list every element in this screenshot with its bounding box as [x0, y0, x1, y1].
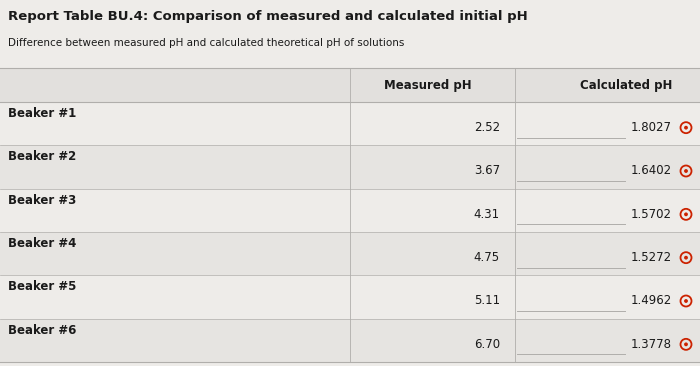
Text: 2.52: 2.52 [474, 121, 500, 134]
FancyBboxPatch shape [0, 319, 700, 362]
Text: 4.75: 4.75 [474, 251, 500, 264]
Circle shape [685, 127, 687, 129]
Text: Beaker #2: Beaker #2 [8, 150, 76, 163]
Text: Measured pH: Measured pH [384, 78, 471, 92]
Text: Calculated pH: Calculated pH [580, 78, 672, 92]
Text: Beaker #4: Beaker #4 [8, 237, 76, 250]
Text: 1.5702: 1.5702 [631, 208, 672, 221]
FancyBboxPatch shape [0, 102, 700, 145]
Circle shape [685, 213, 687, 216]
FancyBboxPatch shape [0, 188, 700, 232]
Text: 1.6402: 1.6402 [631, 164, 672, 178]
Text: Beaker #3: Beaker #3 [8, 194, 76, 207]
Circle shape [685, 257, 687, 259]
FancyBboxPatch shape [0, 68, 700, 102]
Text: 3.67: 3.67 [474, 164, 500, 178]
Text: 5.11: 5.11 [474, 295, 500, 307]
Text: Beaker #5: Beaker #5 [8, 280, 76, 293]
Text: 4.31: 4.31 [474, 208, 500, 221]
Text: Difference between measured pH and calculated theoretical pH of solutions: Difference between measured pH and calcu… [8, 38, 405, 48]
Text: 1.3778: 1.3778 [631, 338, 672, 351]
Circle shape [685, 300, 687, 302]
Text: 1.4962: 1.4962 [631, 295, 672, 307]
FancyBboxPatch shape [0, 232, 700, 275]
Circle shape [685, 170, 687, 172]
Text: Beaker #1: Beaker #1 [8, 107, 76, 120]
FancyBboxPatch shape [0, 145, 700, 188]
FancyBboxPatch shape [0, 275, 700, 319]
Text: Beaker #6: Beaker #6 [8, 324, 76, 337]
Text: Report Table BU.4: Comparison of measured and calculated initial pH: Report Table BU.4: Comparison of measure… [8, 10, 528, 23]
Text: 1.5272: 1.5272 [631, 251, 672, 264]
Text: 6.70: 6.70 [474, 338, 500, 351]
Text: 1.8027: 1.8027 [631, 121, 672, 134]
Circle shape [685, 343, 687, 346]
